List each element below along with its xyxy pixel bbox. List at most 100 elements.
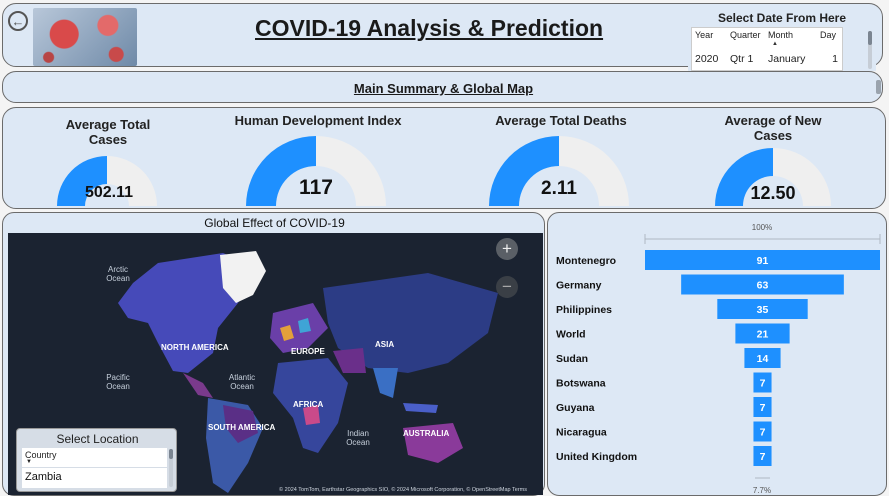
funnel-bar[interactable] (717, 299, 808, 319)
australia-label: AUSTRALIA (403, 429, 450, 438)
europe-highlight-b (298, 318, 311, 333)
funnel-category-label: World (556, 329, 586, 341)
date-col-day[interactable]: Day (820, 30, 837, 40)
kpi-avg-total-cases-gauge (57, 156, 157, 206)
date-month-value: January (768, 53, 806, 65)
funnel-category-label: Nicaragua (556, 427, 607, 439)
funnel-bar[interactable] (681, 274, 844, 295)
africa-highlight (303, 405, 320, 425)
date-day-value: 1 (832, 53, 838, 65)
location-column-header[interactable]: Country ▼ (22, 448, 167, 467)
arctic-ocean-label: Arctic Ocean (106, 265, 130, 283)
date-slicer-scrollbar[interactable] (868, 31, 872, 69)
kpi-hdi-value: 117 (299, 176, 333, 199)
funnel-category-label: Germany (556, 280, 602, 292)
sort-down-icon: ▼ (26, 459, 32, 465)
funnel-bar[interactable] (753, 446, 772, 466)
date-year-value: 2020 (695, 53, 719, 65)
header-panel: ← COVID-19 Analysis & Prediction Select … (2, 3, 883, 71)
sort-up-icon: ▲ (772, 41, 778, 47)
nav-scrollbar[interactable] (876, 80, 881, 94)
kpi-avg-total-cases-value: 502.11 (84, 184, 134, 201)
funnel-category-label: Philippines (556, 304, 612, 316)
date-quarter-value: Qtr 1 (730, 53, 754, 65)
map-title: Global Effect of COVID-19 (204, 216, 345, 230)
funnel-chart: 100% 7.7% Montenegro 91 Germany 63 Philippin… (556, 223, 881, 495)
funnel-top-label: 100% (752, 223, 772, 232)
kpi-hdi-title: Human Development Index (234, 113, 402, 128)
funnel-bar[interactable] (753, 397, 772, 417)
funnel-category-label: Montenegro (556, 255, 616, 267)
location-scrollbar[interactable] (169, 449, 173, 487)
funnel-panel: 100% 7.7% Montenegro 91 Germany 63 Philippin… (547, 212, 887, 496)
funnel-bar[interactable] (735, 323, 790, 344)
kpi-panel: Average Total Cases 502.11 Human Develop… (2, 107, 886, 209)
south-america-label: SOUTH AMERICA (208, 423, 276, 432)
page-title: COVID-19 Analysis & Prediction (255, 15, 604, 41)
virus-image (33, 8, 137, 66)
funnel-bars: Montenegro 91 Germany 63 Philippines 35 World 2… (556, 250, 880, 466)
funnel-bar[interactable] (753, 421, 772, 442)
date-slicer-title: Select Date From Here (717, 11, 847, 25)
location-slicer-title: Select Location (56, 432, 139, 446)
location-option[interactable]: Zambia (22, 468, 167, 488)
date-hierarchy-table[interactable]: Year Quarter Month Day ▲ 2020 Qtr 1 Janu… (691, 27, 843, 71)
middle-east-shape (333, 348, 366, 373)
funnel-value-label: 7 (760, 378, 766, 390)
zoom-out-button[interactable]: − (496, 276, 518, 298)
brazil-shape (223, 405, 258, 443)
kpi-avg-new-cases-title: Average of New Cases (724, 113, 822, 143)
atlantic-ocean-label: Atlantic Ocean (228, 373, 256, 391)
kpi-hdi-gauge (246, 136, 386, 206)
funnel-bottom-label: 7.7% (753, 486, 771, 495)
funnel-value-label: 7 (760, 451, 766, 463)
europe-label: EUROPE (291, 347, 325, 356)
gauge-fill (246, 136, 316, 206)
kpi-avg-total-cases-title: Average Total Cases (65, 117, 151, 147)
funnel-value-label: 7 (760, 402, 766, 414)
funnel-category-label: Botswana (556, 378, 606, 390)
funnel-category-label: Sudan (556, 353, 588, 365)
date-slicer-scroll-thumb[interactable] (868, 31, 872, 45)
funnel-bar[interactable] (744, 348, 781, 368)
australia-shape (403, 423, 463, 463)
gauge-fill (489, 136, 559, 206)
funnel-value-label: 63 (757, 280, 769, 292)
funnel-value-label: 91 (757, 255, 769, 267)
location-scroll-thumb[interactable] (169, 449, 173, 459)
india-shape (373, 368, 398, 398)
funnel-value-label: 14 (757, 353, 769, 365)
africa-shape (273, 358, 348, 453)
back-arrow-icon[interactable]: ← (8, 11, 28, 31)
indonesia-shape (403, 403, 438, 413)
greenland-shape (220, 251, 266, 303)
date-col-quarter[interactable]: Quarter (730, 30, 761, 40)
indian-ocean-label: Indian Ocean (346, 429, 370, 447)
funnel-value-label: 7 (760, 427, 766, 439)
funnel-bar[interactable] (753, 372, 772, 393)
map-credit: © 2024 TomTom, Earthstar Geographics SIO… (279, 487, 527, 493)
date-slicer: Select Date From Here Year Quarter Month… (688, 7, 876, 71)
main-summary-link[interactable]: Main Summary & Global Map (353, 81, 534, 96)
pacific-ocean-label: Pacific Ocean (106, 373, 130, 391)
asia-shape (323, 273, 498, 373)
asia-label: ASIA (375, 340, 395, 349)
africa-label: AFRICA (293, 400, 324, 409)
funnel-value-label: 21 (757, 329, 769, 341)
north-america-label: NORTH AMERICA (161, 343, 229, 352)
funnel-value-label: 35 (757, 304, 769, 316)
zoom-in-button[interactable]: + (496, 238, 518, 260)
date-col-year[interactable]: Year (695, 30, 714, 40)
funnel-bar[interactable] (645, 250, 880, 270)
nav-bar: Main Summary & Global Map (2, 71, 883, 103)
date-table-row[interactable]: 2020 Qtr 1 January 1 (692, 53, 844, 65)
europe-shape (270, 303, 328, 353)
kpi-avg-total-deaths-gauge (489, 136, 629, 206)
date-col-month[interactable]: Month (768, 30, 794, 40)
world-map-shapes (118, 251, 498, 493)
funnel-category-label: Guyana (556, 402, 595, 414)
kpi-avg-total-deaths-value: 2.11 (541, 178, 577, 199)
location-slicer: Select Location Country ▼ Zambia (16, 428, 177, 492)
europe-highlight-a (280, 325, 294, 341)
gauge-fill (715, 148, 773, 206)
